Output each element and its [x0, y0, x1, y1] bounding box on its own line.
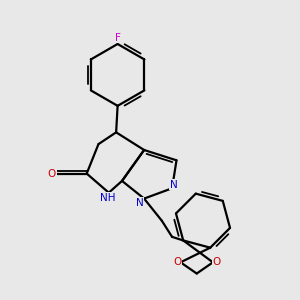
Text: N: N: [170, 180, 177, 190]
Text: F: F: [115, 32, 121, 43]
Text: O: O: [212, 257, 220, 267]
Text: O: O: [48, 169, 56, 178]
Text: N: N: [136, 198, 144, 208]
Text: NH: NH: [100, 193, 115, 203]
Text: O: O: [173, 257, 181, 267]
